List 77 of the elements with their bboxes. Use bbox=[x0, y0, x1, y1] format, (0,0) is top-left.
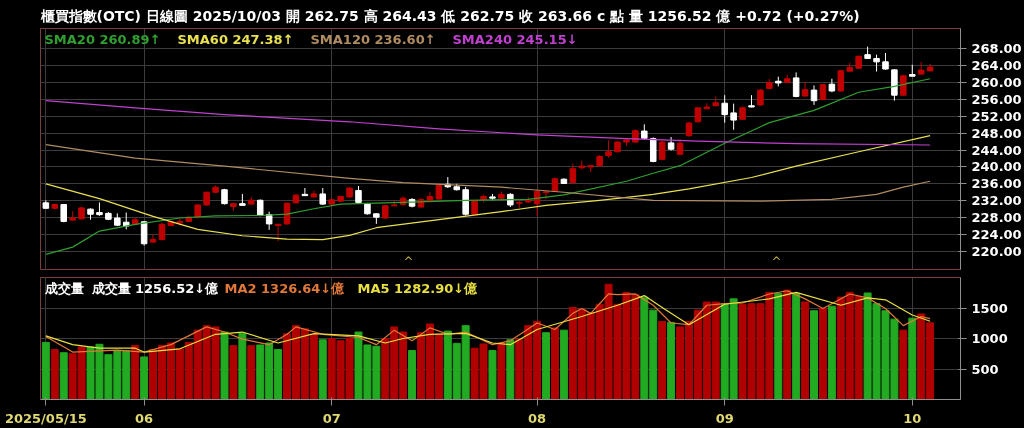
bar bbox=[229, 345, 238, 400]
x-tick-label: 08 bbox=[528, 410, 547, 426]
x-tick-label: 10 bbox=[903, 410, 922, 426]
bar bbox=[408, 349, 417, 400]
y-tick-label: 228.00 bbox=[971, 210, 1022, 226]
bar bbox=[318, 339, 327, 400]
bar bbox=[559, 329, 568, 400]
candlestick bbox=[274, 223, 282, 242]
bar bbox=[131, 345, 140, 400]
bar bbox=[488, 349, 497, 400]
y-tick-label: 1500 bbox=[971, 300, 1008, 316]
annotation: ^ bbox=[771, 254, 782, 269]
chart-title: 櫃買指數(OTC) 日線圖 2025/10/03 開 262.75 高 264.43 低 262.75 收 263.66 c 點 量 1256.52 億 +0.72 (+0.27%) bbox=[39, 7, 860, 24]
text: SMA120 236.60↑ bbox=[310, 31, 436, 47]
y-tick-label: 252.00 bbox=[971, 108, 1022, 124]
y-tick-label: 244.00 bbox=[971, 142, 1022, 158]
annotation: ^ bbox=[403, 254, 414, 269]
line-series bbox=[45, 100, 931, 146]
y-tick-label: 1000 bbox=[971, 331, 1008, 346]
text: SMA60 247.38↑ bbox=[177, 31, 294, 47]
line-series bbox=[45, 143, 931, 202]
bar bbox=[140, 356, 149, 400]
candlestick bbox=[649, 136, 657, 163]
bar bbox=[238, 332, 247, 400]
y-axis-title: 成交量 bbox=[43, 280, 84, 296]
text: SMA20 260.89↑ bbox=[44, 31, 161, 47]
bar bbox=[908, 317, 917, 400]
bar bbox=[899, 329, 908, 400]
bar bbox=[792, 292, 801, 400]
x-tick-label: 2025/05/15 bbox=[4, 410, 87, 426]
y-tick-label: 236.00 bbox=[971, 176, 1022, 192]
text: MA5 1282.90↓億 bbox=[357, 280, 479, 296]
bar bbox=[774, 292, 783, 400]
candlestick bbox=[810, 84, 818, 106]
bar bbox=[247, 345, 256, 400]
candlestick bbox=[721, 94, 728, 124]
bar bbox=[667, 321, 676, 400]
y-tick-label: 240.00 bbox=[971, 159, 1022, 175]
bar bbox=[220, 331, 229, 400]
y-tick-label: 220.00 bbox=[971, 243, 1022, 259]
x-tick-label: 07 bbox=[322, 410, 341, 426]
y-tick-label: 224.00 bbox=[971, 226, 1022, 242]
bar bbox=[506, 339, 515, 400]
bar bbox=[810, 310, 818, 400]
candlestick bbox=[149, 233, 157, 244]
bar bbox=[59, 352, 68, 400]
bar bbox=[41, 341, 50, 400]
bar bbox=[542, 332, 551, 400]
candlestick bbox=[265, 211, 273, 231]
candlestick bbox=[301, 187, 309, 197]
bar bbox=[551, 327, 559, 400]
candlestick bbox=[140, 220, 148, 246]
text: SMA240 245.15↓ bbox=[452, 31, 578, 47]
bar bbox=[827, 305, 836, 400]
y-tick-label: 500 bbox=[971, 361, 999, 377]
y-tick-label: 248.00 bbox=[971, 125, 1022, 141]
candlestick bbox=[801, 81, 809, 98]
y-tick-label: 264.00 bbox=[971, 58, 1022, 74]
x-tick-label: 06 bbox=[135, 410, 154, 426]
text: 成交量 1256.52↓億 bbox=[90, 280, 220, 296]
bar bbox=[818, 307, 827, 400]
bar bbox=[783, 289, 792, 400]
y-tick-label: 232.00 bbox=[971, 193, 1022, 209]
candlestick bbox=[792, 71, 800, 98]
bar bbox=[50, 348, 59, 400]
bar bbox=[497, 342, 506, 400]
y-tick-label: 260.00 bbox=[971, 75, 1022, 91]
bar bbox=[801, 301, 810, 400]
text: MA2 1326.64↓億 bbox=[224, 280, 346, 296]
x-tick-label: 09 bbox=[715, 410, 734, 426]
y-tick-label: 268.00 bbox=[971, 41, 1022, 57]
line-series bbox=[45, 78, 931, 255]
candlestick bbox=[730, 103, 737, 131]
line-series bbox=[45, 135, 931, 241]
candlestick bbox=[542, 190, 550, 200]
bar bbox=[658, 320, 667, 400]
y-tick-label: 256.00 bbox=[971, 91, 1022, 107]
